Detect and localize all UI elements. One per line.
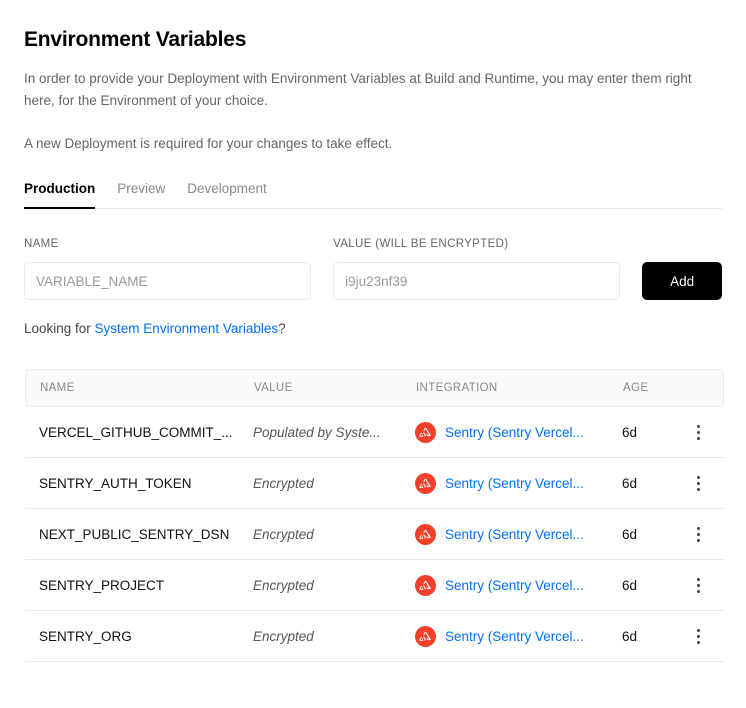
table-row: VERCEL_GITHUB_COMMIT_... Populated by Sy…: [25, 407, 724, 458]
integration-link[interactable]: Sentry (Sentry Vercel...: [445, 424, 584, 440]
deployment-notice-text: A new Deployment is required for your ch…: [24, 136, 393, 151]
cell-integration: Sentry (Sentry Vercel...: [415, 421, 622, 443]
table-row: SENTRY_AUTH_TOKEN Encrypted Sentry (Sent…: [25, 458, 724, 509]
row-menu-icon[interactable]: [687, 419, 709, 445]
variable-name-input[interactable]: [24, 262, 312, 300]
cell-age: 6d: [622, 526, 638, 542]
row-menu-icon[interactable]: [687, 623, 709, 649]
integration-link[interactable]: Sentry (Sentry Vercel...: [445, 628, 584, 644]
description-text: In order to provide your Deployment with…: [24, 71, 692, 108]
cell-integration: Sentry (Sentry Vercel...: [415, 574, 622, 596]
sentry-icon: [415, 574, 436, 596]
system-env-hint: Looking for System Environment Variables…: [24, 319, 722, 339]
system-environment-variables-link[interactable]: System Environment Variables: [94, 321, 279, 336]
add-button[interactable]: Add: [642, 262, 722, 300]
cell-actions: [684, 623, 712, 649]
system-env-hint-suffix: ?: [278, 321, 286, 336]
name-field-label: NAME: [24, 238, 59, 250]
row-menu-icon[interactable]: [687, 470, 709, 496]
integration-link[interactable]: Sentry (Sentry Vercel...: [445, 577, 584, 593]
column-header-name: NAME: [40, 382, 75, 394]
value-field-label: VALUE (WILL BE ENCRYPTED): [333, 238, 509, 250]
sentry-icon: [415, 472, 436, 494]
cell-age: 6d: [622, 475, 638, 491]
table-row: SENTRY_ORG Encrypted Sentry (Sentry Verc…: [25, 611, 724, 662]
cell-variable-name: SENTRY_ORG: [39, 628, 132, 644]
cell-integration: Sentry (Sentry Vercel...: [415, 523, 622, 545]
table-row: NEXT_PUBLIC_SENTRY_DSN Encrypted Sentry …: [25, 509, 724, 560]
sentry-icon: [415, 421, 436, 443]
column-header-integration: INTEGRATION: [416, 382, 498, 394]
cell-variable-value: Encrypted: [253, 475, 314, 491]
cell-age: 6d: [622, 628, 638, 644]
table-row: SENTRY_PROJECT Encrypted Sentry (Sentry …: [25, 560, 724, 611]
cell-variable-value: Encrypted: [253, 628, 314, 644]
environment-tabs: Production Preview Development: [24, 178, 722, 209]
cell-integration: Sentry (Sentry Vercel...: [415, 472, 622, 494]
integration-link[interactable]: Sentry (Sentry Vercel...: [445, 526, 584, 542]
row-menu-icon[interactable]: [687, 572, 709, 598]
integration-link[interactable]: Sentry (Sentry Vercel...: [445, 475, 584, 491]
add-variable-form: NAME VALUE (WILL BE ENCRYPTED) Add: [24, 237, 722, 300]
cell-age: 6d: [622, 577, 638, 593]
column-header-value: VALUE: [254, 382, 293, 394]
environment-variables-table: NAME VALUE INTEGRATION AGE VERCEL_GITHUB…: [24, 368, 725, 663]
sentry-icon: [415, 625, 436, 647]
variable-value-input[interactable]: [333, 262, 621, 300]
cell-variable-name: NEXT_PUBLIC_SENTRY_DSN: [39, 526, 230, 542]
column-header-age: AGE: [623, 382, 649, 394]
cell-actions: [684, 419, 712, 445]
sentry-icon: [415, 523, 436, 545]
value-field-group: VALUE (WILL BE ENCRYPTED): [333, 237, 621, 300]
cell-variable-value: Encrypted: [253, 577, 314, 593]
tab-development[interactable]: Development: [187, 179, 267, 209]
page-title: Environment Variables: [24, 28, 247, 51]
cell-actions: [684, 572, 712, 598]
name-field-group: NAME: [24, 237, 312, 300]
cell-actions: [684, 521, 712, 547]
cell-variable-value: Populated by Syste...: [253, 424, 381, 440]
cell-variable-name: VERCEL_GITHUB_COMMIT_...: [39, 424, 233, 440]
cell-integration: Sentry (Sentry Vercel...: [415, 625, 622, 647]
system-env-hint-prefix: Looking for: [24, 321, 95, 336]
cell-variable-value: Encrypted: [253, 526, 314, 542]
tab-production[interactable]: Production: [24, 179, 96, 209]
table-header-row: NAME VALUE INTEGRATION AGE: [25, 369, 724, 407]
cell-actions: [684, 470, 712, 496]
tab-preview[interactable]: Preview: [117, 179, 165, 209]
cell-variable-name: SENTRY_AUTH_TOKEN: [39, 475, 192, 491]
cell-variable-name: SENTRY_PROJECT: [39, 577, 165, 593]
cell-age: 6d: [622, 424, 638, 440]
row-menu-icon[interactable]: [687, 521, 709, 547]
